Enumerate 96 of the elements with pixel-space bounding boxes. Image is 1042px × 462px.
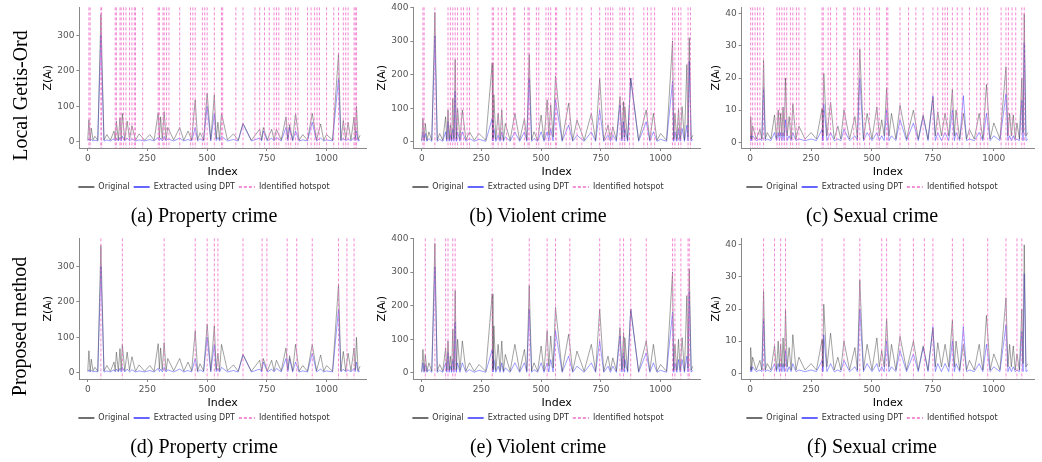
y-tick-label: 300 <box>57 261 75 272</box>
x-tick-label: 0 <box>418 152 425 163</box>
legend-label: Original <box>766 182 798 192</box>
legend-label: Original <box>98 413 130 423</box>
text: Local Getis-Ord <box>8 29 32 161</box>
legend-label: Identified hotspot <box>258 182 330 192</box>
y-tick-label: 400 <box>391 232 409 243</box>
legend-label: Extracted using DPT <box>821 413 903 423</box>
x-tick-label: 0 <box>747 152 754 163</box>
x-tick-label: 0 <box>747 383 754 394</box>
x-axis-title: Index <box>207 165 239 179</box>
legend-label: Identified hotspot <box>926 182 998 192</box>
legend-label: Original <box>432 182 464 192</box>
text: (e) Violent crime <box>469 435 607 459</box>
x-tick-label: 750 <box>592 152 610 163</box>
y-tick-label: 100 <box>57 100 75 111</box>
text: (a) Property crime <box>130 204 278 228</box>
y-tick-label: 20 <box>725 72 737 83</box>
y-tick-label: 20 <box>725 303 737 314</box>
legend-label: Extracted using DPT <box>487 413 569 423</box>
y-tick-label: 200 <box>391 300 409 311</box>
y-tick-label: 100 <box>391 333 409 344</box>
text: (f) Sexual crime <box>807 435 938 459</box>
y-tick-label: 0 <box>68 135 75 146</box>
x-tick-label: 750 <box>258 383 276 394</box>
y-tick-label: 0 <box>402 367 409 378</box>
x-axis-title: Index <box>541 165 573 179</box>
x-tick-label: 250 <box>138 383 157 394</box>
x-tick-label: 1000 <box>649 152 673 163</box>
x-tick-label: 1000 <box>982 152 1006 163</box>
y-tick-label: 30 <box>725 40 737 51</box>
x-tick-label: 500 <box>198 383 217 394</box>
y-axis-title: Z(Aᵢ) <box>375 295 389 322</box>
y-axis-title: Z(Aᵢ) <box>41 295 55 322</box>
x-tick-label: 500 <box>863 383 881 394</box>
y-axis-title: Z(Aᵢ) <box>709 295 723 322</box>
legend-label: Identified hotspot <box>592 182 664 192</box>
y-tick-label: 30 <box>725 271 737 282</box>
text: (d) Property crime <box>130 435 278 459</box>
legend-label: Extracted using DPT <box>821 182 903 192</box>
y-tick-label: 200 <box>57 65 75 76</box>
x-tick-label: 1000 <box>315 383 339 394</box>
x-tick-label: 0 <box>84 152 91 163</box>
legend-label: Identified hotspot <box>592 413 664 423</box>
legend-label: Extracted using DPT <box>153 182 235 192</box>
legend-label: Extracted using DPT <box>487 182 569 192</box>
y-tick-label: 10 <box>725 335 737 346</box>
x-axis-title: Index <box>872 165 904 179</box>
y-tick-label: 200 <box>57 296 75 307</box>
x-tick-label: 1000 <box>315 152 339 163</box>
y-tick-label: 200 <box>391 69 409 80</box>
x-tick-label: 1000 <box>982 383 1006 394</box>
x-tick-label: 1000 <box>649 383 673 394</box>
y-axis-title: Z(Aᵢ) <box>709 64 723 91</box>
x-tick-label: 0 <box>418 383 425 394</box>
x-tick-label: 250 <box>138 152 157 163</box>
y-tick-label: 300 <box>391 35 409 46</box>
x-axis-title: Index <box>541 396 573 410</box>
text: (b) Violent crime <box>469 204 607 228</box>
x-tick-label: 0 <box>84 383 91 394</box>
x-tick-label: 500 <box>198 152 217 163</box>
y-tick-label: 40 <box>725 8 737 19</box>
legend-label: Extracted using DPT <box>153 413 235 423</box>
x-axis-title: Index <box>872 396 904 410</box>
x-tick-label: 750 <box>924 152 942 163</box>
x-tick-label: 250 <box>802 152 820 163</box>
y-axis-title: Z(Aᵢ) <box>41 64 55 91</box>
y-tick-label: 40 <box>725 239 737 250</box>
x-tick-label: 500 <box>532 152 551 163</box>
text: (c) Sexual crime <box>805 204 939 228</box>
x-tick-label: 500 <box>532 383 551 394</box>
y-tick-label: 0 <box>402 136 409 147</box>
text: Proposed method <box>8 256 32 396</box>
x-tick-label: 250 <box>472 152 491 163</box>
x-tick-label: 250 <box>802 383 820 394</box>
y-tick-label: 0 <box>730 136 737 147</box>
x-tick-label: 750 <box>592 383 610 394</box>
x-tick-label: 750 <box>924 383 942 394</box>
y-tick-label: 0 <box>68 366 75 377</box>
y-tick-label: 0 <box>730 367 737 378</box>
y-tick-label: 10 <box>725 104 737 115</box>
legend-label: Original <box>98 182 130 192</box>
legend-label: Original <box>432 413 464 423</box>
y-tick-label: 300 <box>57 30 75 41</box>
legend-label: Original <box>766 413 798 423</box>
x-tick-label: 750 <box>258 152 276 163</box>
y-tick-label: 300 <box>391 266 409 277</box>
x-tick-label: 250 <box>472 383 491 394</box>
legend-label: Identified hotspot <box>258 413 330 423</box>
x-tick-label: 500 <box>863 152 881 163</box>
y-tick-label: 400 <box>391 1 409 12</box>
y-tick-label: 100 <box>391 102 409 113</box>
x-axis-title: Index <box>207 396 239 410</box>
y-tick-label: 100 <box>57 331 75 342</box>
y-axis-title: Z(Aᵢ) <box>375 64 389 91</box>
legend-label: Identified hotspot <box>926 413 998 423</box>
